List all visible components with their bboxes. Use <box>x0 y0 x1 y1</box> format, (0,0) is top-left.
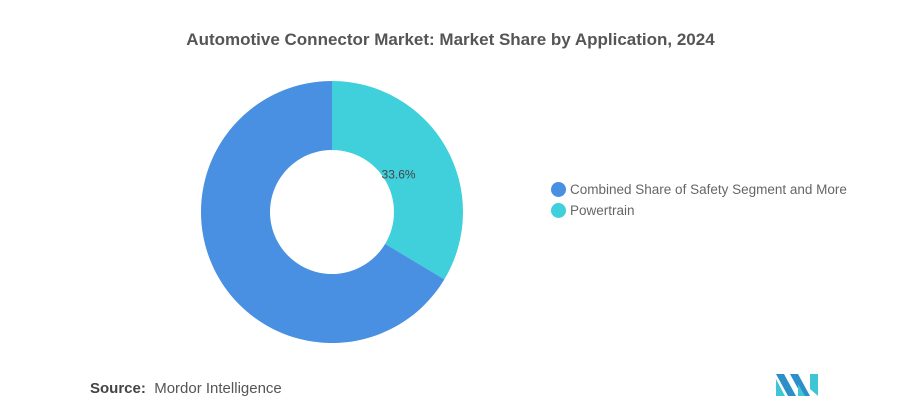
source-label: Source: <box>90 380 146 397</box>
source: Source: Mordor Intelligence <box>90 380 282 397</box>
legend-swatch <box>551 182 566 197</box>
legend-item-powertrain: Powertrain <box>551 200 847 221</box>
source-value: Mordor Intelligence <box>154 380 282 397</box>
chart-title: Automotive Connector Market: Market Shar… <box>186 30 715 49</box>
slice-powertrain <box>332 81 464 280</box>
mordor-logo-icon <box>776 374 818 396</box>
legend-item-safety: Combined Share of Safety Segment and Mor… <box>551 179 847 200</box>
legend-label: Combined Share of Safety Segment and Mor… <box>570 182 847 197</box>
data-label: 33.6% <box>382 167 416 181</box>
legend-swatch <box>551 203 566 218</box>
legend-label: Powertrain <box>570 203 635 218</box>
legend: Combined Share of Safety Segment and Mor… <box>551 179 847 221</box>
slice-combined-share-of-safety-segment-and-more <box>201 80 445 343</box>
